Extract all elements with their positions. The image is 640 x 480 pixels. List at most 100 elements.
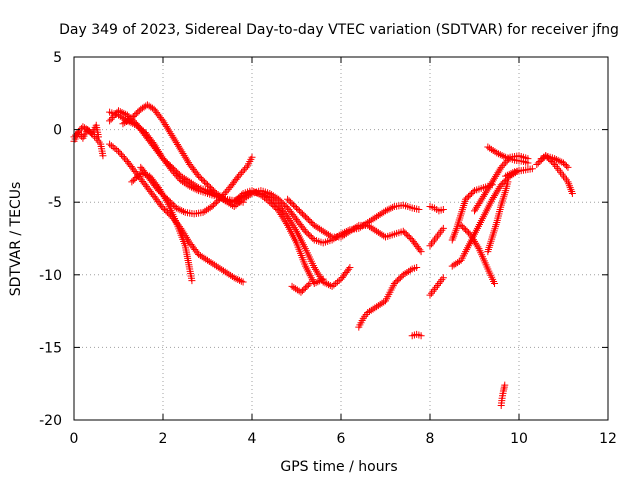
data-point [95, 138, 103, 146]
data-point [162, 158, 170, 166]
data-point [489, 147, 497, 155]
data-point [564, 163, 572, 171]
data-point [232, 201, 240, 209]
data-point [201, 178, 209, 186]
data-point [439, 205, 447, 213]
data-point [396, 274, 404, 282]
data-point [367, 216, 375, 224]
data-point [306, 217, 314, 225]
data-point [160, 156, 168, 164]
data-point [316, 277, 324, 285]
data-point [268, 191, 276, 199]
data-point [134, 108, 142, 116]
data-point [380, 208, 388, 216]
data-point [466, 230, 474, 238]
data-point [167, 130, 175, 138]
data-point [314, 269, 322, 277]
data-point [474, 201, 482, 209]
data-point [496, 165, 504, 173]
data-point [482, 189, 490, 197]
data-point [169, 201, 177, 209]
data-point [555, 166, 563, 174]
data-point [106, 117, 114, 125]
data-point [171, 166, 179, 174]
data-point [475, 200, 483, 208]
data-point [267, 200, 275, 208]
data-point [367, 306, 375, 314]
data-point [468, 234, 476, 242]
data-point [221, 268, 229, 276]
data-point [73, 129, 81, 137]
data-point [533, 160, 541, 168]
data-point [376, 210, 384, 218]
data-point [221, 189, 229, 197]
data-point [503, 171, 511, 179]
data-point [106, 140, 114, 148]
data-point [537, 156, 545, 164]
y-tick-label: -5 [48, 195, 62, 211]
data-point [196, 252, 204, 260]
data-point [131, 175, 139, 183]
data-point [86, 127, 94, 135]
data-point [174, 169, 182, 177]
data-point [200, 254, 208, 262]
data-point [206, 184, 214, 192]
data-point [168, 131, 176, 139]
data-point [382, 207, 389, 215]
data-point [344, 228, 352, 236]
data-point [371, 214, 379, 222]
x-axis-title: GPS time / hours [280, 459, 397, 475]
data-point [436, 228, 444, 236]
data-point [488, 178, 496, 186]
x-tick-label: 4 [248, 431, 257, 447]
data-point [333, 278, 341, 286]
data-point [417, 332, 425, 340]
data-point [159, 155, 167, 163]
data-point [556, 157, 564, 165]
data-point [168, 163, 176, 171]
data-point [432, 283, 440, 291]
data-point [333, 232, 341, 240]
data-point [374, 212, 382, 220]
data-point [435, 280, 443, 288]
data-point [87, 129, 95, 137]
data-point [215, 195, 223, 203]
data-point [239, 278, 247, 286]
data-point [473, 203, 481, 211]
data-point [169, 133, 177, 141]
data-point [346, 264, 354, 272]
data-point [199, 176, 207, 184]
data-point [163, 195, 171, 203]
data-point [160, 192, 168, 200]
x-tick-labels: 0 2 4 6 8 10 12 [70, 431, 617, 447]
data-point [303, 214, 311, 222]
data-point [433, 232, 441, 240]
data-point [243, 193, 251, 201]
data-point [557, 168, 565, 176]
data-point [390, 280, 398, 288]
data-point [208, 185, 216, 193]
series-arc-16 [426, 274, 447, 299]
data-point [303, 282, 311, 290]
data-point [328, 282, 336, 290]
data-point [348, 226, 356, 234]
series-arc-21 [484, 143, 532, 167]
data-point [203, 206, 211, 214]
data-point [524, 159, 532, 167]
data-point [117, 151, 125, 159]
series-arc-9 [221, 187, 423, 247]
data-point [528, 165, 536, 173]
data-point [546, 156, 554, 164]
data-point [166, 128, 174, 136]
data-point [119, 152, 127, 160]
data-point [349, 225, 357, 233]
data-point [169, 165, 177, 173]
data-point [107, 115, 115, 123]
data-point [358, 222, 366, 230]
data-point [303, 229, 311, 237]
data-point [165, 197, 173, 205]
x-tick-label: 6 [337, 431, 346, 447]
data-point [306, 232, 314, 240]
data-point [199, 208, 207, 216]
data-point [288, 200, 296, 208]
